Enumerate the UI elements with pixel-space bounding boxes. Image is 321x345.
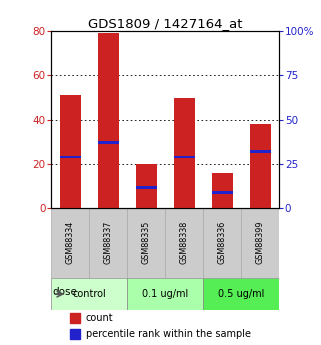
Text: GSM88337: GSM88337 (104, 220, 113, 264)
Text: GSM88334: GSM88334 (66, 220, 75, 264)
Bar (98, 33, 119, 208)
Bar (51, 278, 127, 310)
Bar (127, 278, 203, 310)
Bar (136, 164, 157, 208)
Bar (127, 208, 165, 278)
Bar (174, 98, 195, 208)
Text: GSM88338: GSM88338 (180, 220, 189, 264)
Bar (98, 141, 119, 144)
Text: GSM88399: GSM88399 (256, 220, 265, 264)
Text: GSM88336: GSM88336 (218, 220, 227, 264)
Bar (250, 124, 271, 208)
Text: 0.1 ug/ml: 0.1 ug/ml (142, 289, 188, 299)
Title: GDS1809 / 1427164_at: GDS1809 / 1427164_at (88, 17, 243, 30)
Bar (70, 329, 80, 339)
Text: percentile rank within the sample: percentile rank within the sample (85, 329, 251, 339)
Bar (51, 208, 89, 278)
Bar (203, 208, 241, 278)
Bar (174, 156, 195, 158)
Bar (136, 186, 157, 188)
Bar (250, 150, 271, 153)
Bar (60, 95, 81, 208)
Bar (212, 191, 233, 194)
Bar (60, 156, 81, 158)
Text: GSM88335: GSM88335 (142, 220, 151, 264)
Bar (89, 208, 127, 278)
Text: count: count (85, 313, 113, 323)
Text: control: control (73, 289, 106, 299)
Bar (165, 208, 203, 278)
Bar (212, 173, 233, 208)
Text: 0.5 ug/ml: 0.5 ug/ml (218, 289, 265, 299)
Text: dose: dose (52, 287, 77, 297)
Bar (241, 208, 279, 278)
Bar (70, 313, 80, 323)
Bar (203, 278, 279, 310)
